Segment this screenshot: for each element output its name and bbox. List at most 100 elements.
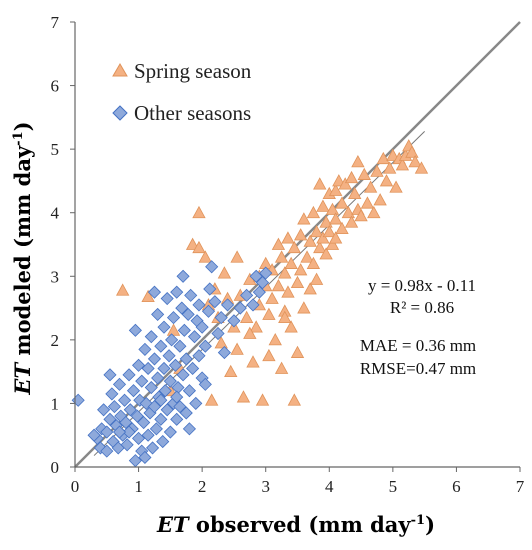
rmse-value: RMSE=0.47 mm <box>360 359 476 378</box>
spring-point <box>309 272 324 285</box>
spring-point <box>278 266 292 279</box>
other-season-point <box>141 361 155 376</box>
spring-point <box>348 186 362 200</box>
other-season-point <box>170 412 184 426</box>
fit-equation: y = 0.98x - 0.11 <box>368 276 476 295</box>
legend-label-other: Other seasons <box>134 101 251 125</box>
other-season-point <box>123 403 137 417</box>
legend-label-spring: Spring season <box>134 59 252 83</box>
other-season-point <box>119 415 133 430</box>
other-season-point <box>144 380 158 395</box>
other-season-point <box>135 374 149 388</box>
y-tick-label: 0 <box>51 458 60 477</box>
spring-point <box>354 209 368 222</box>
other-season-point <box>154 412 168 426</box>
other-season-point <box>201 304 216 318</box>
other-season-point <box>122 368 136 382</box>
x-tick-label: 7 <box>516 477 525 496</box>
other-season-point <box>103 412 117 426</box>
spring-point <box>313 240 327 254</box>
other-season-point <box>173 339 187 353</box>
spring-point <box>367 205 381 219</box>
other-season-point <box>147 400 162 414</box>
spring-point <box>338 177 352 190</box>
spring-point <box>294 263 308 276</box>
spring-point <box>376 151 390 165</box>
other-season-point <box>240 288 254 302</box>
other-season-point <box>154 393 168 407</box>
spring-point <box>319 215 333 228</box>
spring-point <box>306 256 321 269</box>
spring-point <box>328 231 343 244</box>
spring-point <box>205 393 219 406</box>
other-season-point <box>107 400 121 414</box>
axes <box>74 22 520 468</box>
other-season-point <box>132 431 146 445</box>
legend: Spring season Other seasons <box>112 59 252 125</box>
other-season-point <box>137 415 151 430</box>
x-axis-label: ET observed (mm day-1) <box>156 512 435 537</box>
other-season-point <box>160 291 174 306</box>
spring-point <box>278 310 292 324</box>
spring-point <box>316 199 330 212</box>
other-season-point <box>182 422 196 436</box>
spring-point <box>246 355 260 368</box>
other-season-point <box>120 438 134 452</box>
spring-point <box>284 320 298 333</box>
spring-point <box>271 278 286 292</box>
spring-point <box>309 224 324 238</box>
other-season-point <box>170 390 184 404</box>
other-season-point <box>100 425 114 439</box>
y-axis-label: ET modeled (mm day-1) <box>10 121 35 395</box>
spring-point <box>281 285 295 298</box>
other-season-point <box>157 361 171 376</box>
spring-point <box>325 237 340 250</box>
other-season-point <box>87 428 101 442</box>
other-season-point <box>195 320 209 334</box>
spring-point <box>294 228 308 241</box>
x-tick-label: 6 <box>452 477 461 496</box>
spring-point <box>328 183 343 196</box>
spring-point <box>319 247 333 260</box>
spring-point <box>306 205 321 219</box>
series-1 <box>71 260 273 468</box>
spring-point <box>274 250 289 263</box>
other-season-point <box>246 298 260 312</box>
spring-point <box>141 289 155 303</box>
spring-point <box>297 212 311 225</box>
other-season-point <box>208 295 222 309</box>
spring-point <box>284 256 298 269</box>
other-season-point <box>149 422 163 436</box>
spring-point <box>322 224 336 238</box>
y-tick-label: 6 <box>51 77 60 96</box>
other-season-point <box>157 320 171 334</box>
other-season-point <box>233 301 247 315</box>
other-season-point <box>151 371 165 385</box>
other-season-point <box>138 450 152 465</box>
other-season-point <box>71 393 85 407</box>
spring-point <box>357 167 371 180</box>
spring-point <box>192 205 206 219</box>
r-squared: R² = 0.86 <box>390 298 454 317</box>
other-season-point <box>211 326 225 341</box>
other-season-point <box>205 260 219 274</box>
spring-point <box>268 333 282 346</box>
spring-point <box>373 193 387 206</box>
spring-point <box>262 307 276 320</box>
spring-point <box>379 174 394 187</box>
other-season-point <box>189 396 203 410</box>
other-season-point <box>138 342 152 356</box>
other-season-point <box>132 358 146 372</box>
y-tick-label: 7 <box>51 13 60 32</box>
spring-point <box>395 158 410 171</box>
spring-point <box>255 393 270 406</box>
spring-point <box>287 240 301 254</box>
spring-point <box>217 266 232 279</box>
spring-point <box>405 145 419 158</box>
other-season-point <box>186 361 200 376</box>
spring-point <box>408 155 422 168</box>
other-season-point <box>184 288 198 302</box>
spring-point <box>332 174 346 187</box>
other-season-point <box>192 349 206 363</box>
